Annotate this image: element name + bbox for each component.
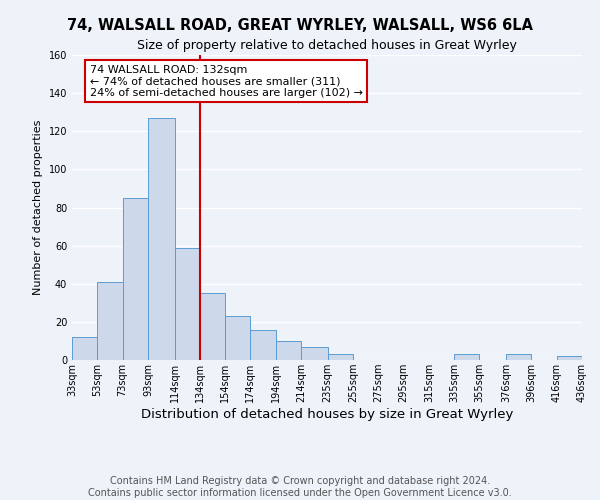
Bar bbox=[122, 198, 148, 360]
Bar bbox=[557, 356, 582, 360]
Bar bbox=[175, 248, 200, 360]
Bar bbox=[454, 354, 479, 360]
Bar bbox=[225, 316, 250, 360]
Text: 74, WALSALL ROAD, GREAT WYRLEY, WALSALL, WS6 6LA: 74, WALSALL ROAD, GREAT WYRLEY, WALSALL,… bbox=[67, 18, 533, 32]
Text: Contains HM Land Registry data © Crown copyright and database right 2024.
Contai: Contains HM Land Registry data © Crown c… bbox=[88, 476, 512, 498]
Bar bbox=[72, 337, 97, 360]
X-axis label: Distribution of detached houses by size in Great Wyrley: Distribution of detached houses by size … bbox=[141, 408, 513, 421]
Bar bbox=[328, 354, 353, 360]
Bar bbox=[148, 118, 175, 360]
Bar bbox=[97, 282, 122, 360]
Y-axis label: Number of detached properties: Number of detached properties bbox=[33, 120, 43, 295]
Bar bbox=[506, 354, 532, 360]
Bar bbox=[276, 341, 301, 360]
Bar bbox=[250, 330, 276, 360]
Text: 74 WALSALL ROAD: 132sqm
← 74% of detached houses are smaller (311)
24% of semi-d: 74 WALSALL ROAD: 132sqm ← 74% of detache… bbox=[90, 64, 363, 98]
Bar bbox=[200, 294, 225, 360]
Bar bbox=[301, 346, 328, 360]
Title: Size of property relative to detached houses in Great Wyrley: Size of property relative to detached ho… bbox=[137, 40, 517, 52]
